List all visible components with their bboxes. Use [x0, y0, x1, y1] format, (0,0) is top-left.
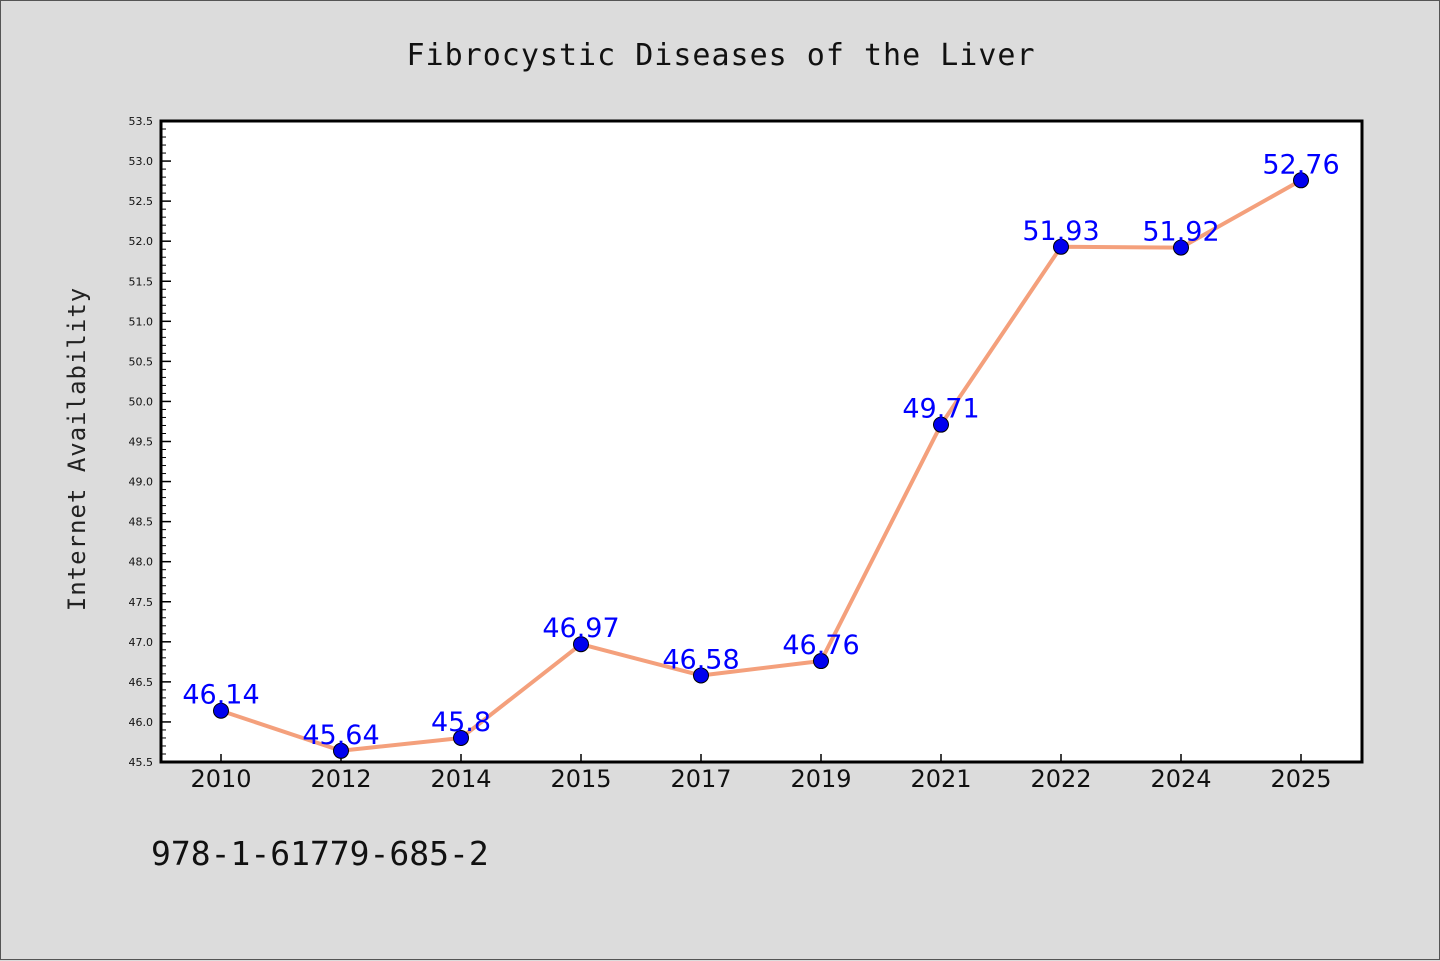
y-tick-label: 52.5	[129, 195, 154, 208]
y-tick-label: 51.0	[129, 315, 154, 328]
y-tick-label: 49.0	[129, 476, 154, 489]
data-label-2022: 51.93	[1022, 216, 1099, 247]
data-point-2017	[693, 667, 709, 684]
data-label-2014: 45.8	[431, 707, 491, 738]
y-tick-label: 49.5	[129, 436, 154, 449]
y-tick-label: 52.0	[129, 235, 154, 248]
x-axis: 2010 2012 2014 2015 2017 2019 2021 2022 2024 2025	[190, 754, 1332, 793]
plot-area	[159, 119, 1364, 764]
data-point-2022	[1053, 238, 1069, 255]
y-tick-label: 48.5	[129, 516, 154, 529]
x-tick-label: 2025	[1270, 765, 1331, 793]
x-tick-label: 2012	[310, 765, 371, 793]
x-tick-label: 2019	[790, 765, 851, 793]
data-label-2021: 49.71	[902, 394, 979, 425]
series-line	[220, 178, 1302, 753]
y-tick-label: 50.0	[129, 395, 154, 408]
data-point-2014	[453, 729, 469, 746]
x-tick-label: 2024	[1150, 765, 1211, 793]
x-tick-label: 2015	[550, 765, 611, 793]
data-points	[213, 172, 1309, 759]
y-tick-label: 46.5	[129, 676, 154, 689]
y-tick-label: 50.5	[129, 355, 154, 368]
data-point-2024	[1173, 239, 1189, 256]
data-point-2019	[813, 653, 829, 670]
isbn-footnote: 978-1-61779-685-2	[151, 834, 489, 873]
x-tick-label: 2017	[670, 765, 731, 793]
data-point-2010	[213, 702, 229, 719]
y-tick-label: 45.5	[129, 756, 154, 769]
data-point-2012	[333, 742, 349, 759]
data-label-2019: 46.76	[782, 630, 859, 661]
y-tick-label: 53.0	[129, 155, 154, 168]
y-tick-label: 47.5	[129, 596, 154, 609]
y-tick-label: 48.0	[129, 556, 154, 569]
data-label-2010: 46.14	[182, 680, 259, 711]
x-tick-label: 2014	[430, 765, 491, 793]
y-tick-label: 53.5	[129, 115, 154, 128]
data-point-2015	[573, 636, 589, 653]
data-label-2024: 51.92	[1142, 217, 1219, 248]
data-label-2017: 46.58	[662, 644, 739, 675]
data-label-2025: 52.76	[1262, 149, 1339, 180]
x-tick-label: 2021	[910, 765, 971, 793]
x-tick-label: 2022	[1030, 765, 1091, 793]
chart-title: Fibrocystic Diseases of the Liver	[406, 38, 1035, 73]
y-tick-label: 47.0	[129, 636, 154, 649]
data-label-2012: 45.64	[302, 720, 379, 751]
y-axis: 45.5 46.0 46.5 47.0 47.5 48.0 48.5 49.0 49.5 50.0…	[129, 115, 171, 769]
x-tick-label: 2010	[190, 765, 251, 793]
y-tick-label: 51.5	[129, 275, 154, 288]
data-point-2025	[1293, 172, 1309, 189]
y-axis-label: Internet Availability	[63, 287, 91, 611]
data-label-2015: 46.97	[542, 613, 619, 644]
y-tick-label: 46.0	[129, 716, 154, 729]
data-point-2021	[933, 416, 949, 433]
data-labels: 46.14 45.64 45.8 46.97 46.58 46.76 49.71 51.93 5…	[182, 149, 1339, 750]
